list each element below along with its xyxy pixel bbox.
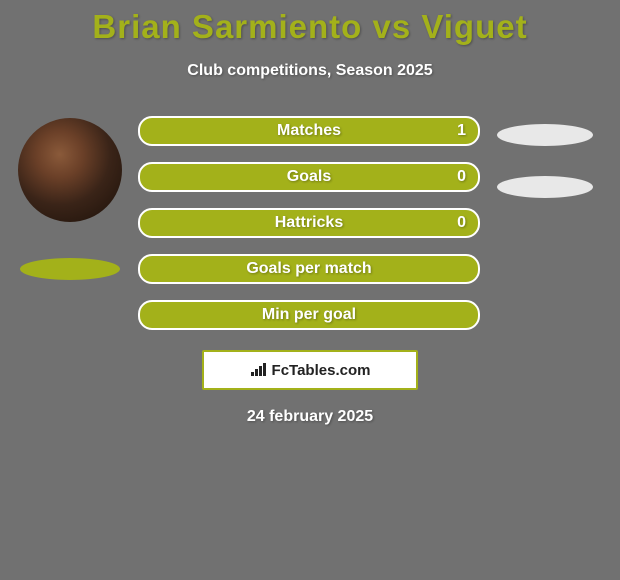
stat-label: Matches (140, 122, 478, 140)
left-indicator-pill (20, 258, 120, 280)
source-badge: FcTables.com (202, 350, 418, 390)
stat-label: Goals per match (140, 260, 478, 278)
player-right-column (490, 124, 600, 198)
stat-row-min-per-goal: Min per goal (138, 300, 480, 330)
stat-label: Hattricks (140, 214, 478, 232)
stat-value: 0 (457, 168, 466, 186)
stat-row-hattricks: Hattricks 0 (138, 208, 480, 238)
player-avatar (18, 118, 122, 222)
bar-chart-icon (250, 363, 268, 377)
player-left-column (10, 116, 130, 280)
stat-row-goals: Goals 0 (138, 162, 480, 192)
page-title: Brian Sarmiento vs Viguet (0, 0, 620, 46)
stat-value: 1 (457, 122, 466, 140)
stat-label: Min per goal (140, 306, 478, 324)
date-label: 24 february 2025 (0, 408, 620, 426)
stat-row-goals-per-match: Goals per match (138, 254, 480, 284)
comparison-content: Matches 1 Goals 0 Hattricks 0 Goals per … (0, 116, 620, 426)
right-indicator-pill (497, 176, 593, 198)
stats-list: Matches 1 Goals 0 Hattricks 0 Goals per … (138, 116, 480, 330)
subtitle: Club competitions, Season 2025 (0, 62, 620, 80)
stat-value: 0 (457, 214, 466, 232)
stat-row-matches: Matches 1 (138, 116, 480, 146)
right-indicator-pill (497, 124, 593, 146)
badge-text: FcTables.com (272, 362, 371, 379)
stat-label: Goals (140, 168, 478, 186)
